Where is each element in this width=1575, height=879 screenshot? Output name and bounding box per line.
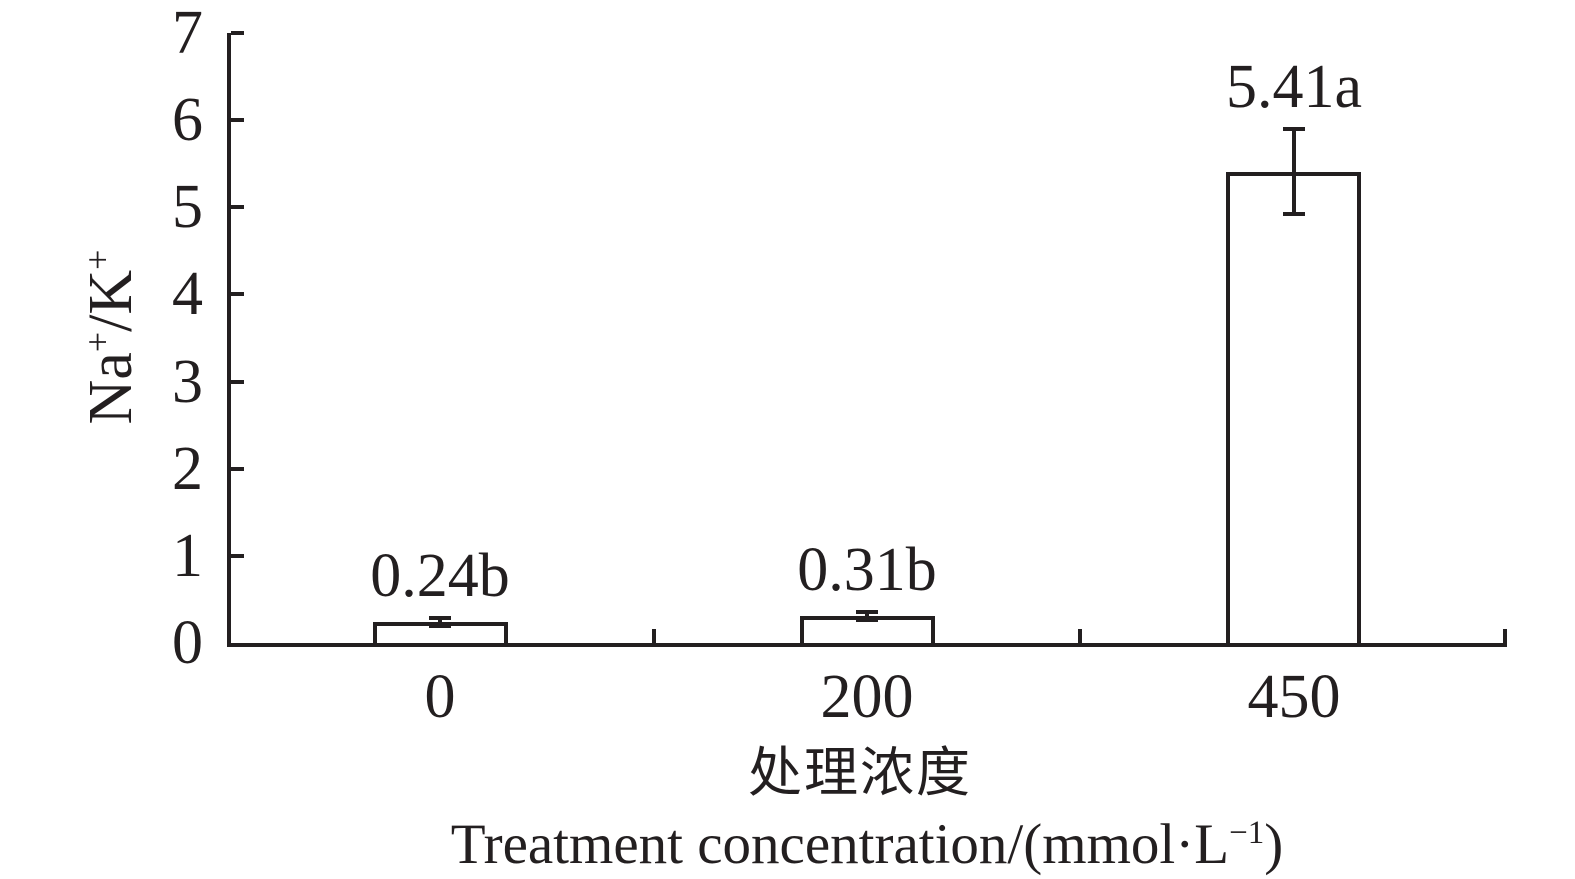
y-tick-label: 4 — [172, 260, 203, 328]
y-tick-label: 7 — [172, 0, 203, 67]
x-tick — [1078, 629, 1082, 643]
error-bar-top-cap — [856, 610, 878, 614]
y-tick — [231, 380, 244, 384]
label-text: ) — [1264, 813, 1284, 876]
error-bar — [1292, 129, 1296, 214]
error-bar-bottom-cap — [429, 624, 451, 628]
y-tick-label: 0 — [172, 609, 203, 677]
label-text: Treatment concentration/(mmol·L — [450, 813, 1230, 876]
superscript-text: + — [77, 331, 118, 353]
y-tick-label: 1 — [172, 522, 203, 590]
y-tick-label: 6 — [172, 86, 203, 154]
bar-value-label: 0.31b — [797, 536, 937, 604]
x-category-label: 0 — [424, 663, 456, 731]
y-axis-title: Na+/K+ — [71, 137, 151, 537]
bar-value-label: 0.24b — [370, 542, 510, 610]
y-tick — [231, 118, 244, 122]
y-tick — [231, 205, 244, 209]
y-axis-line — [227, 33, 231, 647]
y-tick-label: 5 — [172, 173, 203, 241]
error-bar-bottom-cap — [1283, 212, 1305, 216]
bar — [1226, 172, 1361, 643]
superscript-text: −1 — [1229, 815, 1265, 851]
x-category-label: 200 — [820, 663, 914, 731]
superscript-text: + — [77, 249, 118, 270]
error-bar-bottom-cap — [856, 618, 878, 622]
x-axis-end-tick — [1503, 629, 1507, 643]
x-tick — [652, 629, 656, 643]
error-bar — [865, 612, 869, 621]
x-axis-title-chinese: 处理浓度 — [748, 743, 972, 803]
error-bar-top-cap — [1283, 127, 1305, 131]
y-tick-label: 3 — [172, 348, 203, 416]
x-category-label: 450 — [1247, 663, 1341, 731]
error-bar-top-cap — [429, 616, 451, 620]
y-tick — [231, 467, 244, 471]
y-tick — [231, 554, 244, 558]
label-text: Na — [77, 352, 145, 425]
y-tick — [231, 292, 244, 296]
label-text: /K — [77, 269, 145, 332]
x-axis-title-english: Treatment concentration/(mmol·L−1) — [367, 811, 1367, 879]
error-bar — [438, 618, 442, 627]
x-axis-line — [227, 643, 1507, 647]
y-tick — [231, 31, 244, 35]
y-tick-label: 2 — [172, 435, 203, 503]
bar-value-label: 5.41a — [1225, 53, 1363, 121]
